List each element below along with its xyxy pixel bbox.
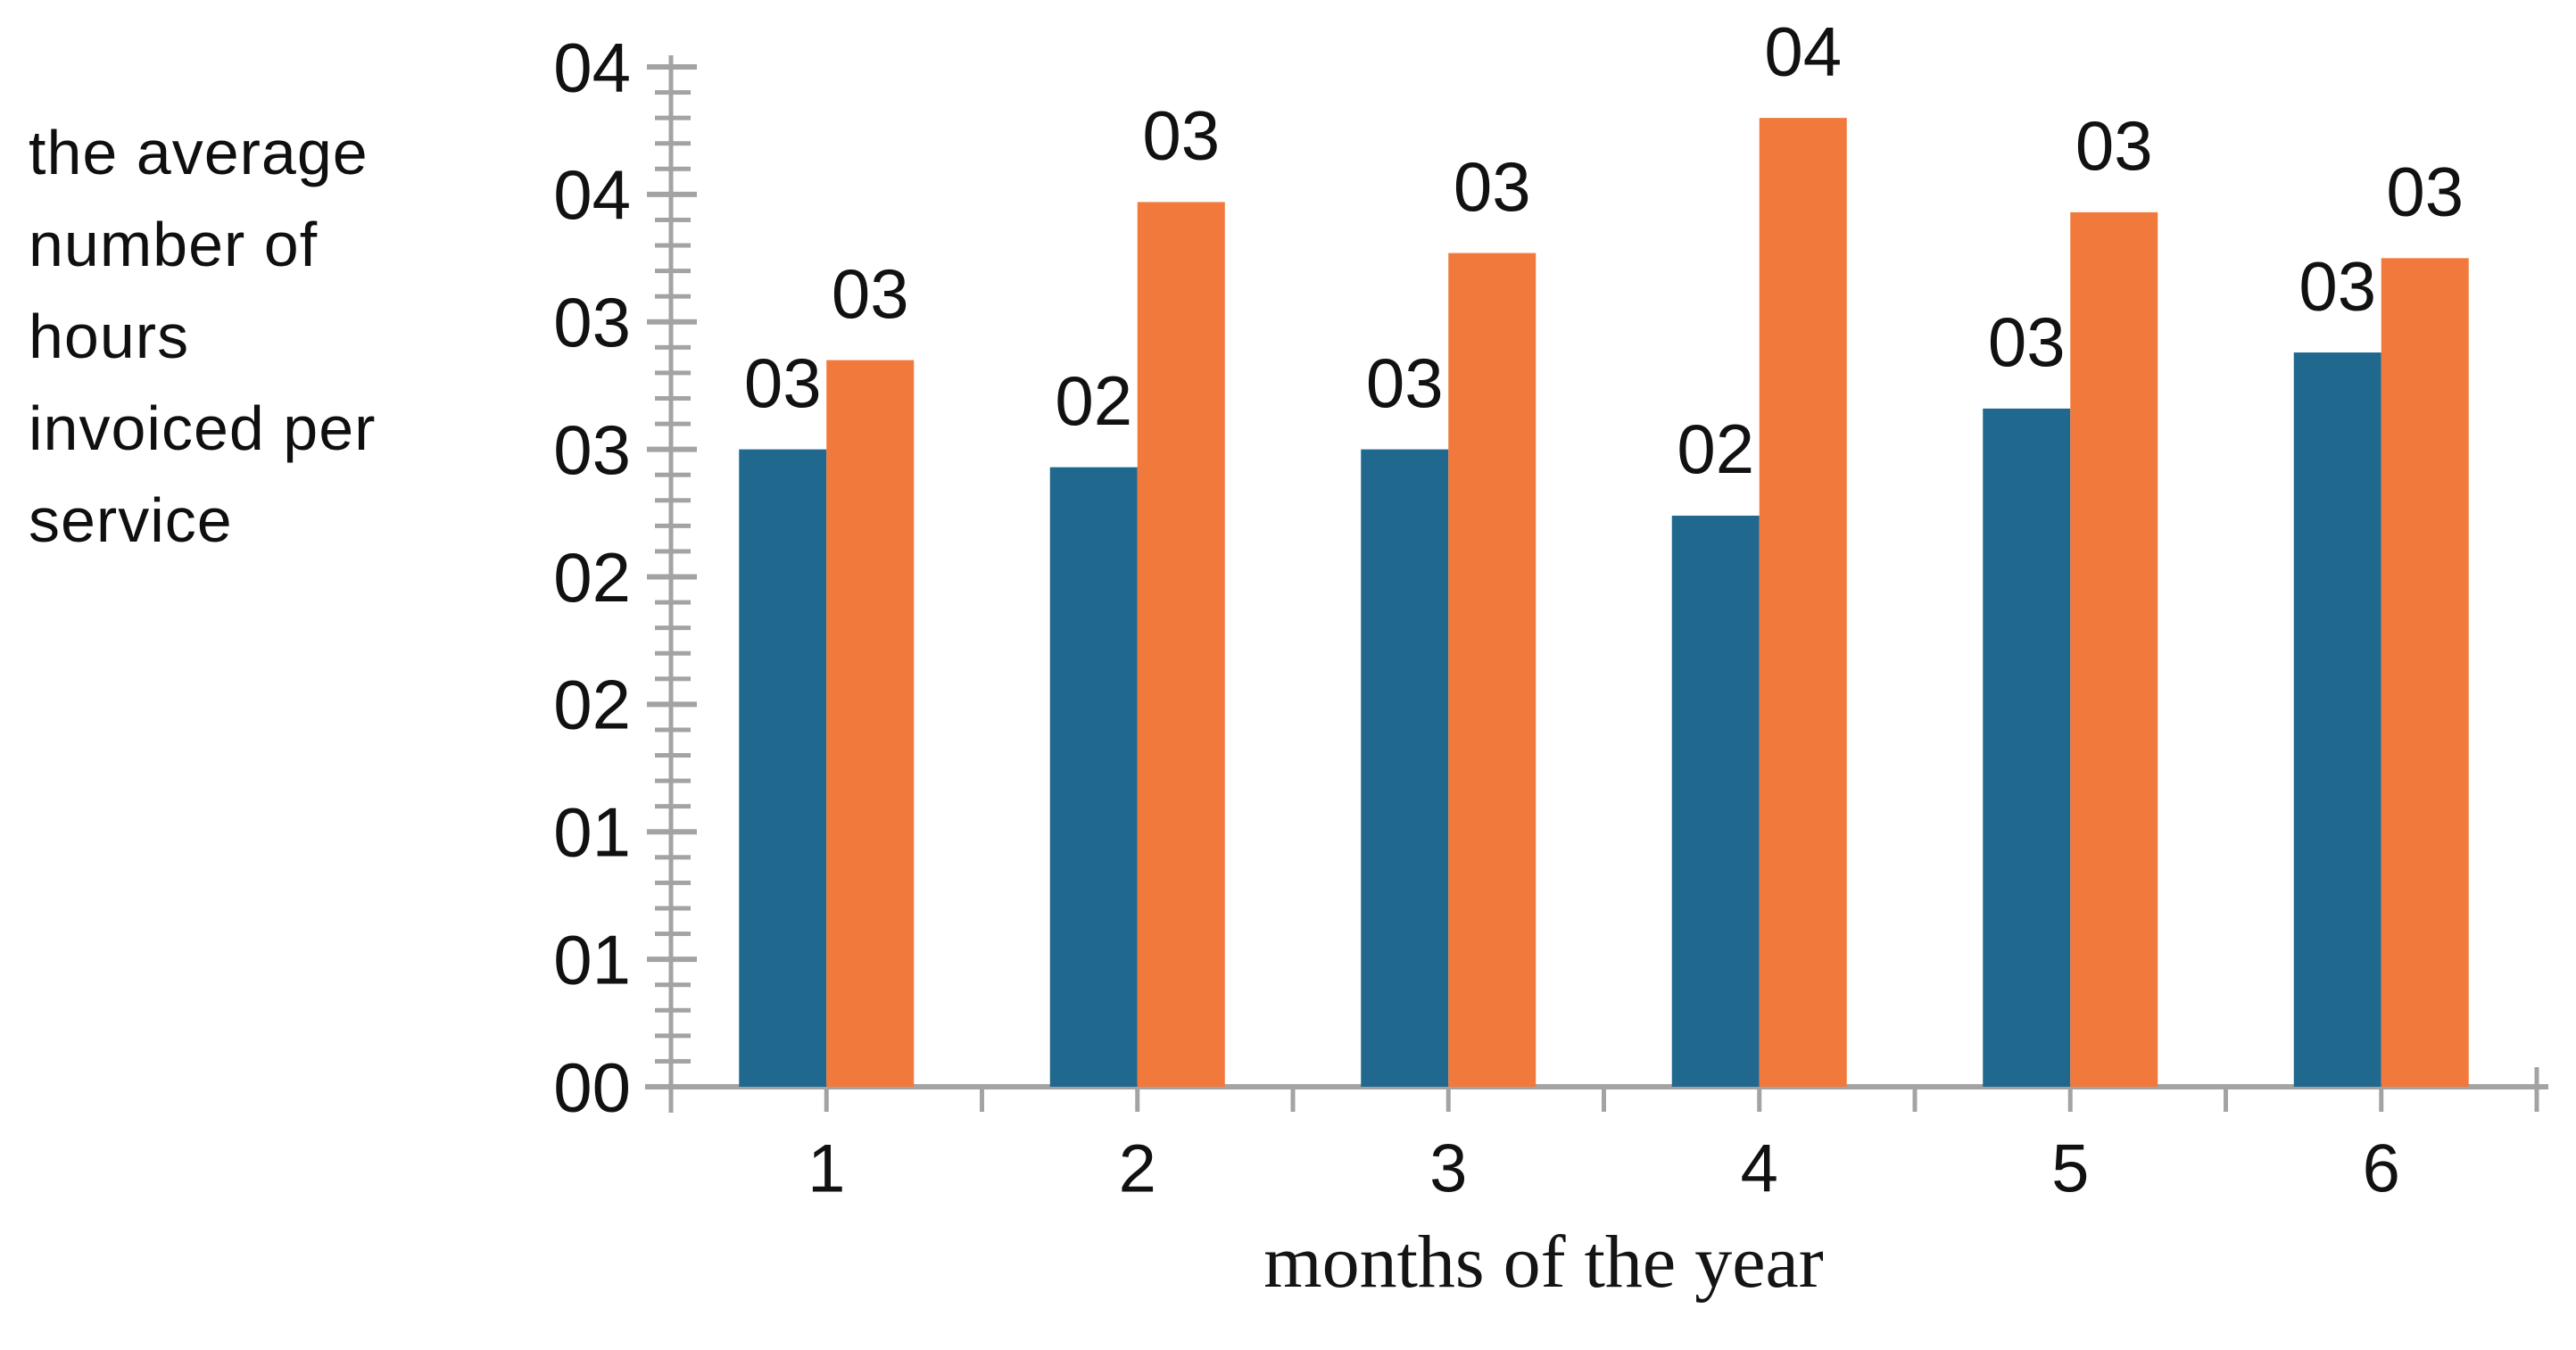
- x-axis-tick: [1757, 1087, 1762, 1112]
- bar-value-label: 03: [1988, 302, 2066, 381]
- x-axis-tick: [980, 1087, 984, 1112]
- x-axis-tick: [1602, 1087, 1606, 1112]
- y-axis-tick-label: 04: [553, 28, 631, 106]
- x-axis-tick: [1912, 1087, 1918, 1112]
- bar-value-label: 03: [2299, 246, 2376, 325]
- x-axis-tick: [2067, 1087, 2073, 1112]
- bar-value-label: 03: [1366, 344, 1444, 422]
- bar-value-label: 03: [744, 344, 822, 422]
- y-axis-minor-tick: [655, 727, 691, 733]
- bar-value-label: 02: [1055, 361, 1132, 440]
- x-axis-tick: [2534, 1067, 2539, 1112]
- x-axis-tick: [2224, 1087, 2228, 1112]
- y-axis-minor-tick: [655, 90, 691, 95]
- y-axis-minor-tick: [655, 1033, 691, 1039]
- y-axis-major-tick: [647, 446, 697, 452]
- y-axis-tick-label: 00: [553, 1048, 631, 1126]
- x-axis-tick: [1445, 1087, 1451, 1112]
- y-axis-tick-label: 03: [553, 283, 631, 361]
- y-axis-line: [668, 55, 674, 1113]
- y-axis-tick-label: 04: [553, 155, 631, 234]
- y-axis-minor-tick: [655, 498, 691, 503]
- y-axis-minor-tick: [655, 600, 691, 605]
- bar-value-label: 03: [1454, 147, 1531, 226]
- y-axis-minor-tick: [655, 982, 691, 988]
- bar-series-1-month-6: [2293, 352, 2381, 1087]
- y-axis-tick-label: 02: [553, 666, 631, 744]
- bar-series-2-month-2: [1137, 202, 1225, 1087]
- y-axis-minor-tick: [655, 166, 691, 171]
- x-category-label: 4: [1741, 1131, 1778, 1207]
- y-axis-minor-tick: [655, 1007, 691, 1013]
- bar-value-label: 03: [2075, 106, 2153, 185]
- y-axis-minor-tick: [655, 243, 691, 248]
- y-axis-major-tick: [647, 191, 697, 197]
- bar-series-2-month-5: [2070, 211, 2158, 1087]
- y-axis-major-tick: [647, 319, 697, 325]
- y-axis-minor-tick: [655, 269, 691, 274]
- bar-series-1-month-4: [1671, 515, 1760, 1087]
- y-axis-minor-tick: [655, 855, 691, 860]
- y-axis-tick-label: 03: [553, 410, 631, 489]
- y-axis-title: the average number of hours invoiced per…: [29, 118, 377, 555]
- y-axis-tick-label: 01: [553, 920, 631, 998]
- y-axis-minor-tick: [655, 294, 691, 299]
- x-axis-tick: [668, 1087, 674, 1112]
- bar-series-2-month-3: [1448, 253, 1536, 1087]
- x-category-label: 6: [2363, 1131, 2400, 1207]
- y-axis-minor-tick: [655, 778, 691, 783]
- y-axis-minor-tick: [655, 932, 691, 937]
- bar-series-2-month-6: [2381, 258, 2469, 1087]
- y-axis-major-tick: [647, 64, 697, 70]
- y-axis-minor-tick: [655, 676, 691, 682]
- bar-series-2-month-1: [826, 360, 915, 1087]
- y-axis-minor-tick: [655, 1058, 691, 1064]
- y-axis-minor-tick: [655, 753, 691, 758]
- y-axis-minor-tick: [655, 344, 691, 350]
- x-axis-tick: [1135, 1087, 1140, 1112]
- y-axis-minor-tick: [655, 523, 691, 528]
- x-axis-tick: [2379, 1087, 2384, 1112]
- bar-series-1-month-3: [1361, 449, 1449, 1087]
- bar-value-label: 03: [2386, 153, 2464, 231]
- y-axis-minor-tick: [655, 421, 691, 427]
- bar-series-1-month-5: [1983, 408, 2071, 1087]
- x-axis-title: months of the year: [1263, 1221, 1824, 1304]
- y-axis-minor-tick: [655, 141, 691, 146]
- y-axis-tick-label: 01: [553, 793, 631, 872]
- y-axis-major-tick: [647, 574, 697, 580]
- y-axis-major-tick: [647, 829, 697, 835]
- x-category-label: 1: [808, 1131, 845, 1207]
- bar-value-label: 03: [832, 254, 909, 333]
- bar-value-label: 03: [1142, 96, 1220, 175]
- y-axis-minor-tick: [655, 906, 691, 911]
- bar-value-label: 02: [1677, 410, 1754, 488]
- x-axis-line: [645, 1084, 2548, 1089]
- y-axis-minor-tick: [655, 217, 691, 222]
- y-axis-minor-tick: [655, 625, 691, 631]
- y-axis-minor-tick: [655, 472, 691, 477]
- bar-series-1-month-2: [1049, 467, 1138, 1087]
- bar-value-label: 04: [1764, 12, 1842, 90]
- y-axis-major-tick: [647, 957, 697, 963]
- y-axis-major-tick: [647, 701, 697, 708]
- bar-series-1-month-1: [739, 449, 827, 1087]
- x-category-label: 2: [1119, 1131, 1156, 1207]
- y-axis-minor-tick: [655, 880, 691, 885]
- x-axis-tick: [1290, 1087, 1296, 1112]
- x-category-label: 5: [2051, 1131, 2089, 1207]
- x-category-label: 3: [1429, 1131, 1467, 1207]
- y-axis-minor-tick: [655, 370, 691, 376]
- x-axis-tick: [824, 1087, 829, 1112]
- y-axis-minor-tick: [655, 395, 691, 401]
- bar-series-2-month-4: [1759, 118, 1847, 1087]
- y-axis-minor-tick: [655, 549, 691, 554]
- y-axis-minor-tick: [655, 650, 691, 656]
- y-axis-minor-tick: [655, 804, 691, 809]
- y-axis-minor-tick: [655, 115, 691, 120]
- y-axis-tick-label: 02: [553, 538, 631, 617]
